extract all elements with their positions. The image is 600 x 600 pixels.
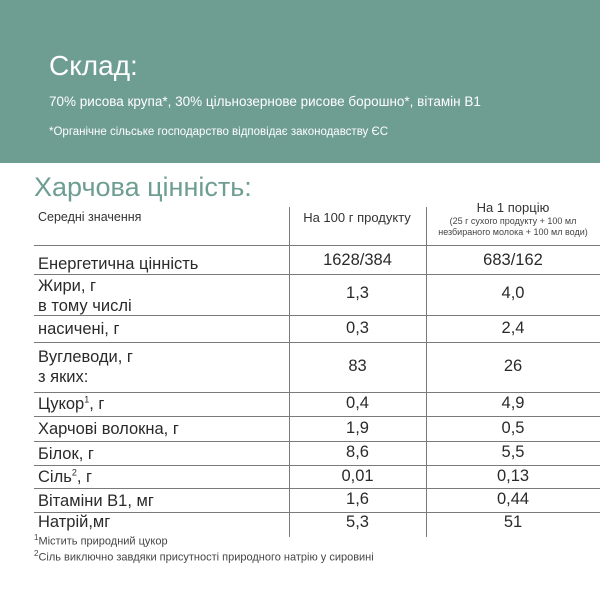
row-vitamin-b1-per-portion: 0,44 <box>496 490 530 508</box>
row-carbs-per-100g: 83 <box>348 357 367 375</box>
footnote-2: 2Сіль виключно завдяки присутності приро… <box>34 549 374 564</box>
row-saturated-label: насичені, г <box>38 320 120 338</box>
row-divider <box>34 342 600 343</box>
portion-note-line-2: незбираного молока + 100 мл води) <box>438 227 588 237</box>
row-divider <box>34 416 600 417</box>
row-salt-per-100g: 0,01 <box>341 467 374 485</box>
row-salt-unit: , г <box>76 468 93 486</box>
row-carbs-label: Вуглеводи, г з яких: <box>38 347 133 387</box>
row-carbs-label-line-2: з яких: <box>38 368 89 386</box>
row-sugar-unit: , г <box>89 395 105 413</box>
footnote-mark: 1 <box>34 533 39 542</box>
row-fat-label: Жири, г в тому числі <box>38 276 132 316</box>
row-sodium-per-100g: 5,3 <box>346 513 369 531</box>
row-sodium-per-portion: 51 <box>503 513 523 531</box>
row-fiber-per-portion: 0,5 <box>501 419 525 437</box>
row-divider <box>34 512 600 513</box>
row-protein-per-portion: 5,5 <box>501 443 525 461</box>
row-vitamin-b1-label: Вітаміни В1, мг <box>38 492 154 510</box>
row-divider <box>34 315 600 316</box>
row-saturated-per-portion: 2,4 <box>501 319 525 337</box>
row-sugar-per-100g: 0,4 <box>346 394 369 412</box>
row-energy-label: Енергетична цінність <box>38 255 199 273</box>
row-fat-label-line-1: Жири, г <box>38 277 97 295</box>
column-divider <box>289 207 290 537</box>
portion-note-line-1: (25 г сухого продукту + 100 мл <box>449 216 577 226</box>
row-energy-per-portion: 683/162 <box>483 251 543 269</box>
composition-banner: Склад: 70% рисова крупа*, 30% цільнозерн… <box>0 0 600 163</box>
footnote-1: 1Містить природний цукор <box>34 533 168 548</box>
row-divider <box>34 441 600 442</box>
row-fat-per-portion: 4,0 <box>501 284 525 302</box>
row-saturated-per-100g: 0,3 <box>346 319 369 337</box>
row-carbs-label-line-1: Вуглеводи, г <box>38 348 133 366</box>
row-energy-per-100g: 1628/384 <box>323 251 392 269</box>
header-per-100g: На 100 г продукту <box>303 210 411 225</box>
row-sugar-name: Цукор <box>38 395 85 413</box>
row-fiber-per-100g: 1,9 <box>346 419 369 437</box>
row-divider <box>34 488 600 489</box>
row-salt-per-portion: 0,13 <box>496 467 530 485</box>
row-protein-label: Білок, г <box>38 445 94 463</box>
row-divider <box>34 465 600 466</box>
header-average: Середні значення <box>38 210 142 224</box>
row-divider <box>34 392 600 393</box>
footnote-text: Сіль виключно завдяки присутності природ… <box>38 551 374 564</box>
header-portion-note: (25 г сухого продукту + 100 мл незбирано… <box>426 216 600 238</box>
composition-text: 70% рисова крупа*, 30% цільнозернове рис… <box>49 94 481 109</box>
row-fiber-label: Харчові волокна, г <box>38 420 179 438</box>
row-divider <box>34 245 600 246</box>
footnote-mark: 2 <box>71 467 77 478</box>
row-fat-per-100g: 1,3 <box>346 284 369 302</box>
row-vitamin-b1-per-100g: 1,6 <box>346 490 369 508</box>
composition-title: Склад: <box>49 50 138 81</box>
nutrition-title: Харчова цінність: <box>34 172 252 202</box>
row-salt-label: Сіль2, г <box>38 467 92 487</box>
row-salt-name: Сіль <box>38 468 72 486</box>
organic-note: *Органічне сільське господарство відпові… <box>49 126 389 138</box>
row-divider <box>34 274 600 275</box>
footnote-mark: 2 <box>34 549 39 558</box>
footnote-mark: 1 <box>84 394 90 405</box>
header-per-portion: На 1 порцію <box>476 200 550 215</box>
row-sugar-per-portion: 4,9 <box>501 394 525 412</box>
footnote-text: Містить природний цукор <box>38 535 168 548</box>
row-sugar-label: Цукор1, г <box>38 394 104 414</box>
row-protein-per-100g: 8,6 <box>346 443 369 461</box>
row-carbs-per-portion: 26 <box>503 357 523 375</box>
column-divider <box>426 207 427 537</box>
row-sodium-label: Натрій,мг <box>38 513 111 531</box>
row-fat-label-line-2: в тому числі <box>38 297 132 315</box>
